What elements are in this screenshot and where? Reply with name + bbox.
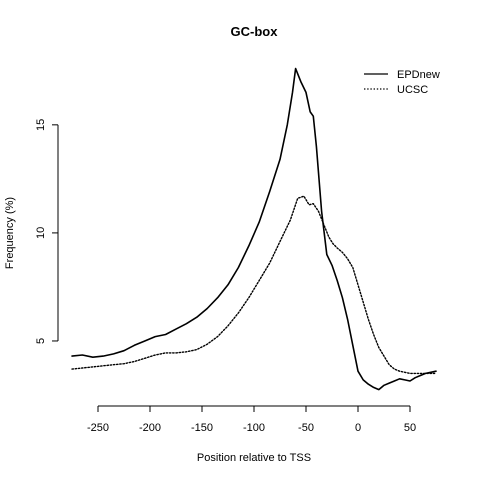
legend-label-epdnew: EPDnew bbox=[397, 69, 440, 81]
series-line-ucsc bbox=[71, 195, 437, 375]
y-tick-label: 10 bbox=[35, 227, 47, 239]
x-tick-label: 0 bbox=[355, 422, 361, 434]
legend-label-ucsc: UCSC bbox=[397, 84, 428, 96]
series-layer bbox=[71, 67, 437, 391]
x-tick-label: -200 bbox=[139, 422, 161, 434]
x-tick-label: -100 bbox=[243, 422, 265, 434]
y-axis-label: Frequency (%) bbox=[4, 197, 16, 269]
x-axis-label: Position relative to TSS bbox=[197, 452, 311, 464]
x-tick-label: -50 bbox=[298, 422, 314, 434]
chart-title: GC-box bbox=[231, 24, 279, 39]
series-line-epdnew bbox=[71, 67, 437, 391]
y-tick-label: 5 bbox=[35, 338, 47, 344]
x-tick-label: -150 bbox=[191, 422, 213, 434]
y-tick-label: 15 bbox=[35, 119, 47, 131]
x-tick-label: 50 bbox=[404, 422, 416, 434]
axes: -250 -200 -150 -100 -50 0 50 5 10 15 bbox=[35, 119, 416, 434]
legend: EPDnew UCSC bbox=[364, 69, 440, 96]
x-tick-label: -250 bbox=[87, 422, 109, 434]
